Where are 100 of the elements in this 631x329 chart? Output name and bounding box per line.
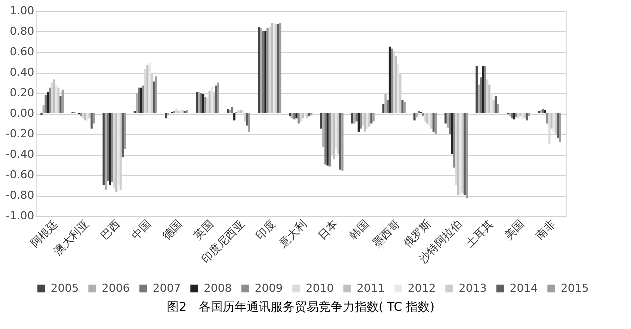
legend-label: 2010 [306,282,334,295]
bar [279,23,282,114]
bar [270,23,274,114]
bar [210,86,214,114]
text: 图2 各国历年通讯服务贸易竞争力指数( TC 指数) [167,300,435,314]
bar [104,114,108,190]
bar [386,100,389,114]
x-tick-label: 英国 [191,218,216,243]
legend-label: 2014 [510,282,538,295]
bar [90,114,93,129]
y-tick-label: -0.20 [6,128,34,140]
bar [246,114,248,126]
y-tick-label: 0.40 [10,66,34,79]
y-tick-label: -0.80 [6,189,34,202]
bar [240,110,242,114]
bar [47,92,50,114]
bar [298,114,300,124]
bar [155,76,158,114]
legend-label: 2015 [561,282,589,295]
bar [384,94,387,114]
bar [362,114,364,126]
x-tick-label: 南非 [533,218,558,243]
bar [320,114,323,129]
bar [217,82,220,114]
bar [124,114,126,150]
x-tick-label: 意大利 [276,218,310,252]
bar [60,96,62,114]
legend-label: 2013 [459,282,487,295]
bar [449,114,452,134]
x-tick-label: 韩国 [346,218,372,243]
bar [44,95,48,114]
bar [56,84,58,114]
legend-label: 2011 [357,282,385,295]
bar [453,114,456,168]
bar [497,104,500,114]
y-tick-label: -1.00 [6,210,34,222]
bar [165,114,168,119]
bar [234,114,236,121]
bar [291,114,294,119]
bar [557,114,560,138]
x-tick-label: 美国 [502,218,528,243]
bar [118,114,120,186]
bar [476,66,478,114]
bar [322,114,325,148]
y-tick-label: 0.20 [10,86,34,100]
bar [62,90,64,114]
bar [528,114,530,117]
bar [111,114,114,182]
bar [102,114,105,186]
bar [382,104,385,114]
bar [142,86,145,114]
bar [289,114,292,117]
bar [92,114,96,124]
bar [109,114,112,186]
bar [524,114,526,119]
legend-label: 2007 [153,282,181,295]
legend-label: 2008 [204,282,232,295]
y-tick-label: -0.60 [6,168,34,182]
bar [358,114,360,132]
x-tick-label: 巴西 [98,218,123,243]
bar [414,114,416,121]
bar [494,96,498,114]
bar [416,114,418,118]
y-tick-label: 0.80 [10,25,34,38]
legend-label: 2012 [408,282,436,295]
y-tick-label: 1.00 [10,4,34,18]
bar [113,114,116,188]
bar [242,110,244,114]
x-tick-label: 日本 [316,218,341,243]
x-tick-label: 中国 [129,218,154,243]
bar [328,114,332,167]
bar [422,114,424,117]
bar [550,114,553,129]
legend-label: 2006 [102,282,130,295]
bar [202,94,205,114]
y-tick-label: 0.60 [10,46,34,58]
bar [426,114,429,124]
bar [215,86,218,114]
bar [248,114,250,132]
bar [300,114,302,122]
bar [457,114,460,196]
bar [490,93,493,114]
x-tick-label: 墨西哥 [370,218,403,250]
bar [515,114,518,118]
bar [559,114,562,142]
bar [107,114,110,182]
bar [424,114,426,122]
x-tick-label: 德国 [160,218,186,243]
x-tick-label: 印度 [254,218,278,243]
bar [231,107,234,114]
y-tick-label: 0.00 [10,107,34,120]
bar [122,114,124,158]
bar [397,64,400,114]
bar [446,114,450,128]
bar [430,114,433,129]
bar [49,88,52,114]
bar [152,82,156,114]
bar [526,114,528,121]
bar [466,114,468,199]
bar [136,93,138,114]
